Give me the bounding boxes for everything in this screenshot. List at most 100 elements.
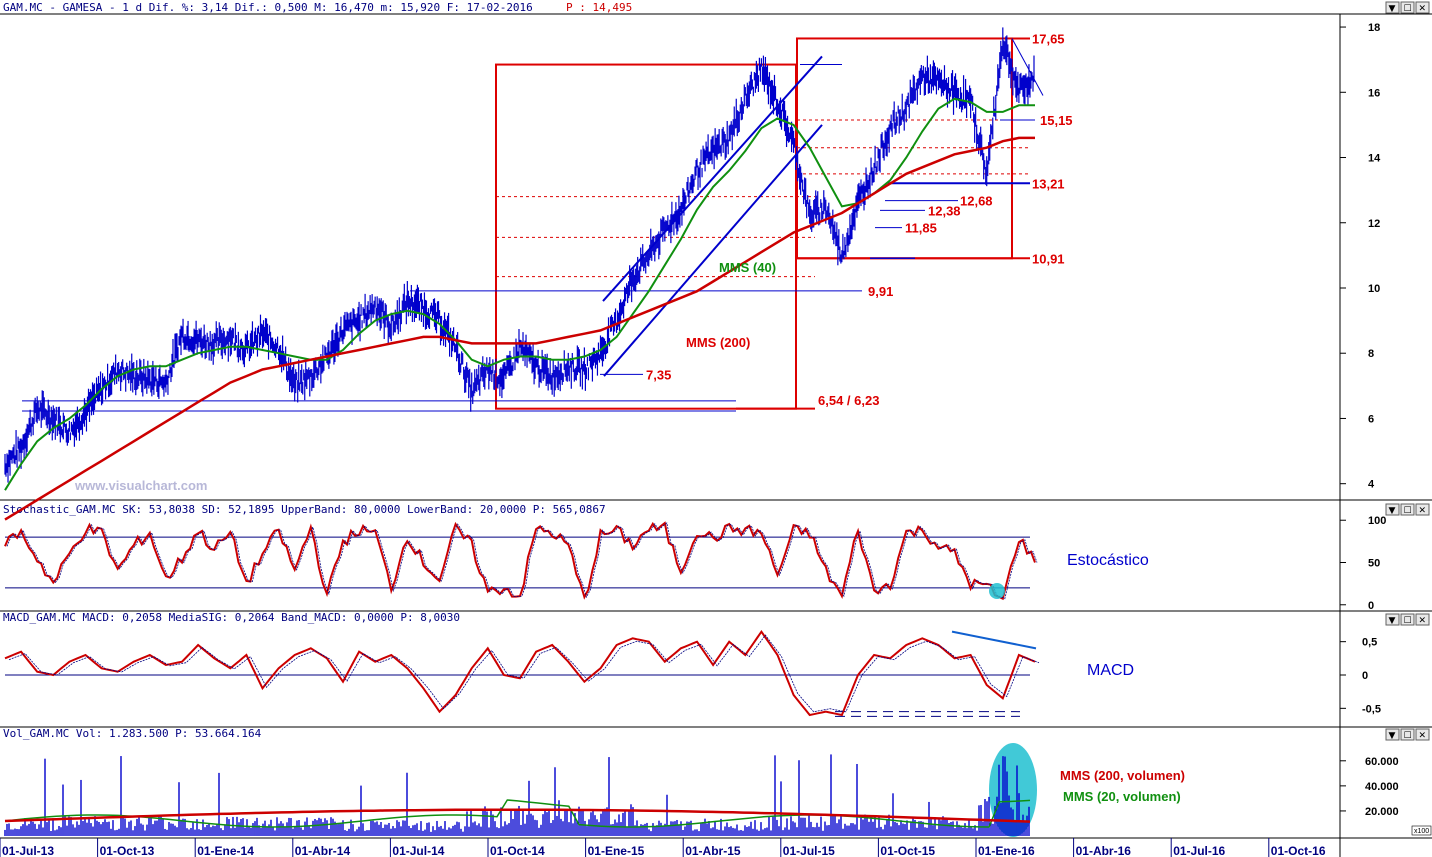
price-annotations xyxy=(22,37,1044,412)
window-button xyxy=(1415,728,1430,741)
stoch-y-axis: 100 50 0 xyxy=(1340,515,1386,612)
volume-scale-badge xyxy=(1411,825,1432,836)
window-button-glyph: ▼ xyxy=(1389,4,1396,14)
y-tick-label: -0,5 xyxy=(1362,703,1381,715)
watermark: www.visualchart.com xyxy=(74,478,207,493)
macd-guides xyxy=(5,630,1037,717)
stoch-title: Estocástico xyxy=(1067,552,1149,569)
x-tick-label: 01-Ene-14 xyxy=(197,844,254,857)
window-button xyxy=(1400,1,1415,14)
y-tick-label: 0 xyxy=(1368,600,1374,612)
price-annotation-label: 9,91 xyxy=(868,284,893,299)
price-annotation-label: MMS (40) xyxy=(719,260,776,275)
x-tick-label: 01-Oct-14 xyxy=(490,844,545,857)
x-tick-label: 01-Abr-15 xyxy=(685,844,741,857)
window-button xyxy=(1400,613,1415,626)
window-button xyxy=(1415,613,1430,626)
price-annotation-label: 17,65 xyxy=(1032,31,1065,46)
window-button-glyph: ☐ xyxy=(1404,616,1412,626)
y-tick-label: 10 xyxy=(1368,283,1380,295)
vol20-legend: MMS (20, volumen) xyxy=(1063,789,1181,804)
stoch-header: Stochastic_GAM.MC SK: 53,8038 SD: 52,189… xyxy=(3,503,606,516)
window-button xyxy=(1415,1,1430,14)
y-tick-label: 12 xyxy=(1368,218,1380,230)
volume-scale-text: x100 xyxy=(1414,828,1429,835)
window-button xyxy=(1385,503,1400,516)
window-button-glyph: ☐ xyxy=(1404,731,1412,741)
window-button xyxy=(1385,613,1400,626)
x-tick-label: 01-Ene-16 xyxy=(978,844,1035,857)
y-tick-label: 60.000 xyxy=(1365,756,1399,768)
y-tick-label: 14 xyxy=(1368,153,1381,165)
y-tick-label: 0,5 xyxy=(1362,637,1377,649)
y-tick-label: 20.000 xyxy=(1365,806,1399,818)
price-header-p: P : 14,495 xyxy=(566,1,632,14)
price-y-axis: 18 16 14 12 10 8 6 4 xyxy=(1340,22,1381,491)
x-axis-labels: 01-Jul-13 01-Oct-13 01-Ene-14 01-Abr-14 01-J… xyxy=(2,844,1326,857)
mms200-series-line xyxy=(4,136,1035,521)
x-tick-label: 01-Jul-15 xyxy=(783,844,835,857)
macd-divergence-line xyxy=(951,630,1037,650)
price-header: GAM.MC - GAMESA - 1 d Dif. %: 3,14 Dif.:… xyxy=(3,1,533,14)
window-button-glyph: ✕ xyxy=(1419,4,1427,14)
window-button xyxy=(1385,728,1400,741)
vertical-gridlines xyxy=(0,838,1270,857)
y-tick-label: 18 xyxy=(1368,22,1380,34)
y-tick-label: 100 xyxy=(1368,515,1386,527)
macd-series-line xyxy=(4,629,1036,717)
y-tick-label: 16 xyxy=(1368,87,1380,99)
x-tick-label: 01-Oct-13 xyxy=(100,844,155,857)
price-annotation-label: 12,68 xyxy=(960,194,993,209)
x-tick-label: 01-Oct-15 xyxy=(880,844,935,857)
y-tick-label: 40.000 xyxy=(1365,781,1399,793)
channel-upper xyxy=(602,55,823,302)
panel-window-buttons: ▼ ☐ ✕ ▼ ☐ ✕ ▼ ☐ ✕ ▼ ☐ ✕ xyxy=(1385,1,1430,741)
x-tick-label: 01-Oct-16 xyxy=(1271,844,1326,857)
macd-y-axis: 0,5 0 -0,5 xyxy=(1340,637,1381,715)
downtrend-line xyxy=(1011,38,1044,96)
window-button xyxy=(1400,503,1415,516)
x-tick-label: 01-Abr-14 xyxy=(295,844,351,857)
x-tick-label: 01-Jul-13 xyxy=(2,844,54,857)
window-button-glyph: ▼ xyxy=(1389,506,1396,516)
price-annotation-label: 6,54 / 6,23 xyxy=(818,393,879,408)
vol200-series-line xyxy=(4,808,1031,823)
x-tick-label: 01-Jul-14 xyxy=(392,844,444,857)
volume-header: Vol_GAM.MC Vol: 1.283.500 P: 53.664.164 xyxy=(3,727,262,740)
price-annotation-label: 11,85 xyxy=(905,221,937,236)
window-button xyxy=(1400,728,1415,741)
price-annotation-label: 13,21 xyxy=(1032,176,1065,191)
price-annotation-label: 7,35 xyxy=(646,367,671,382)
stoch-signal-line xyxy=(6,522,1038,600)
window-button-glyph: ✕ xyxy=(1419,731,1427,741)
price-bars xyxy=(4,27,1035,483)
y-tick-label: 50 xyxy=(1368,558,1380,570)
x-tick-label: 01-Jul-16 xyxy=(1173,844,1225,857)
window-button-glyph: ☐ xyxy=(1404,4,1412,14)
volume-y-axis: 60.000 40.000 20.000 xyxy=(1340,756,1399,818)
x-tick-label: 01-Abr-16 xyxy=(1076,844,1132,857)
window-button xyxy=(1385,1,1400,14)
stoch-highlight xyxy=(989,583,1005,599)
y-tick-label: 8 xyxy=(1368,348,1374,360)
stoch-bands xyxy=(5,536,1030,589)
volume-bars xyxy=(4,754,1030,836)
panel-frames xyxy=(0,13,1432,857)
window-button xyxy=(1415,503,1430,516)
window-button-glyph: ▼ xyxy=(1389,731,1396,741)
y-tick-label: 4 xyxy=(1368,479,1375,491)
vol20-series-line xyxy=(4,799,1031,828)
price-annotation-label: 15,15 xyxy=(1040,113,1073,128)
price-annotation-label: 10,91 xyxy=(1032,251,1065,266)
x-tick-label: 01-Ene-15 xyxy=(588,844,645,857)
window-button-glyph: ▼ xyxy=(1389,616,1396,626)
channel-lower xyxy=(603,124,823,377)
y-tick-label: 6 xyxy=(1368,413,1374,425)
price-annotation-label: 12,38 xyxy=(928,203,961,218)
stoch-series-line xyxy=(4,521,1036,601)
window-button-glyph: ✕ xyxy=(1419,616,1427,626)
window-button-glyph: ✕ xyxy=(1419,506,1427,516)
window-button-glyph: ☐ xyxy=(1404,506,1412,516)
